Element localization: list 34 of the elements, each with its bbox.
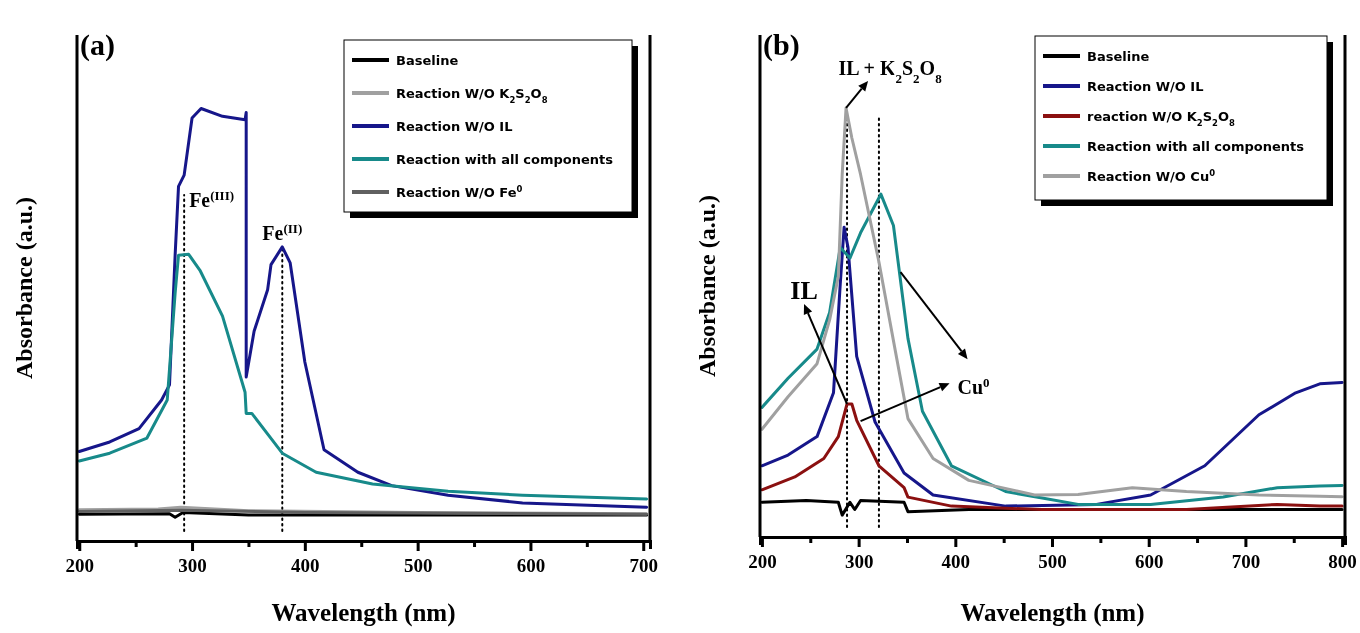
y-axis-title: Absorbance (a.u.) xyxy=(11,196,37,380)
x-tick-label: 500 xyxy=(1038,551,1067,573)
x-tick-label: 200 xyxy=(65,555,95,577)
legend-label: Reaction with all components xyxy=(396,152,614,167)
ref-line-label: Fe$^{(III)}$ xyxy=(189,187,235,211)
y-axis-title: Absorbance (a.u.) xyxy=(694,194,720,378)
annotation: Cu$^{0}$ xyxy=(957,374,990,399)
text: (a) xyxy=(80,28,115,62)
x-tick-label: 300 xyxy=(178,555,207,577)
x-tick-label: 800 xyxy=(1328,551,1357,573)
x-tick-label: 600 xyxy=(1134,551,1164,573)
annotation: IL xyxy=(790,275,818,305)
x-tick-label: 600 xyxy=(516,555,546,577)
x-axis-title: Wavelength (nm) xyxy=(960,599,1145,627)
ref-line-label: Fe$^{(II)}$ xyxy=(262,220,303,244)
legend-label: Reaction W/O Fe$^{0}$ xyxy=(396,184,523,200)
x-tick-label: 300 xyxy=(844,551,874,573)
legend-label: reaction W/O K$_{2}$S$_{2}$O$_{8}$ xyxy=(1087,109,1236,128)
text: (b) xyxy=(763,28,800,62)
legend-label: Baseline xyxy=(396,53,459,68)
x-tick-label: 400 xyxy=(291,555,320,577)
annotation: IL + K$_{2}$S$_{2}$O$_{8}$ xyxy=(838,56,943,86)
legend-label: Baseline xyxy=(1087,49,1150,64)
x-axis-title: Wavelength (nm) xyxy=(271,599,456,627)
legend-label: Reaction W/O IL xyxy=(1087,79,1204,94)
x-tick-label: 400 xyxy=(941,551,971,573)
x-tick-label: 200 xyxy=(748,551,777,573)
x-tick-label: 500 xyxy=(403,555,433,577)
legend-label: Reaction W/O K$_{2}$S$_{2}$O$_{8}$ xyxy=(396,86,548,105)
x-tick-label: 700 xyxy=(1231,551,1261,573)
legend-label: Reaction with all components xyxy=(1087,139,1305,154)
legend-label: Reaction W/O IL xyxy=(396,119,513,134)
legend-label: Reaction W/O Cu$^{0}$ xyxy=(1087,168,1216,184)
x-tick-label: 700 xyxy=(629,555,658,577)
